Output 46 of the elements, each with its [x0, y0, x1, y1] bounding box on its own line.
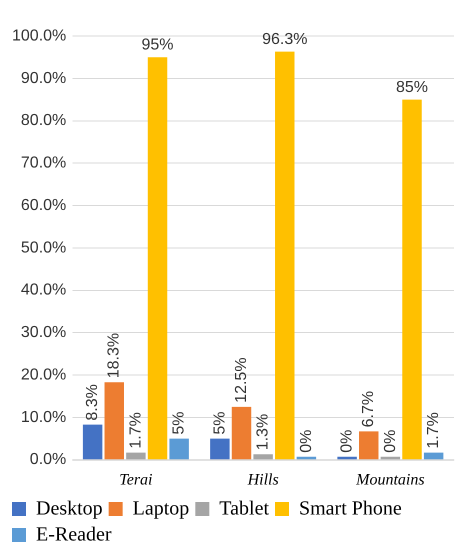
data-label: 1.3% — [254, 414, 272, 450]
data-label: 0% — [338, 430, 356, 453]
y-tick-label: 70.0% — [20, 154, 66, 172]
y-tick-label: 90.0% — [20, 70, 66, 87]
bar — [104, 382, 124, 460]
bar — [148, 57, 168, 460]
bar — [253, 454, 273, 460]
data-label: 0% — [382, 430, 399, 453]
y-tick-label: 0.0% — [30, 451, 66, 468]
legend-label: E-Reader — [36, 523, 112, 546]
x-tick-label: Hills — [246, 472, 279, 489]
y-tick-label: 50.0% — [20, 239, 66, 256]
legend-label: Tablet — [219, 497, 270, 520]
y-tick-label: 80.0% — [20, 112, 66, 130]
data-label: 8.3% — [84, 384, 102, 421]
legend-label: Desktop — [36, 497, 103, 520]
data-label: 95% — [142, 36, 174, 54]
data-label: 5% — [211, 411, 228, 435]
legend-label: Smart Phone — [299, 497, 402, 520]
data-label: 1.7% — [127, 412, 144, 449]
data-label: 5% — [170, 411, 188, 435]
legend-label: Laptop — [132, 497, 190, 520]
y-tick-label: 40.0% — [20, 282, 66, 299]
y-tick-label: 100.0% — [12, 27, 66, 44]
data-label: 96.3% — [262, 31, 308, 48]
y-tick-label: 20.0% — [20, 366, 66, 384]
bar — [232, 406, 252, 460]
data-label: 1.7% — [425, 412, 442, 449]
bar — [210, 438, 230, 460]
data-label: 85% — [396, 78, 428, 96]
x-tick-label: Terai — [119, 472, 152, 489]
bar — [424, 452, 444, 460]
x-tick-label: Mountains — [355, 472, 425, 489]
bar — [402, 100, 422, 460]
bar — [126, 452, 146, 460]
data-label: 6.7% — [360, 390, 378, 428]
bar — [275, 52, 294, 460]
bar — [82, 424, 102, 460]
data-label: 12.5% — [232, 357, 250, 403]
y-tick-label: 10.0% — [20, 408, 66, 426]
data-label: 18.3% — [106, 332, 123, 378]
y-tick-label: 60.0% — [20, 196, 66, 214]
data-label: 0% — [298, 430, 315, 453]
y-tick-label: 30.0% — [20, 324, 66, 342]
bar — [169, 438, 189, 460]
bar — [359, 431, 378, 460]
